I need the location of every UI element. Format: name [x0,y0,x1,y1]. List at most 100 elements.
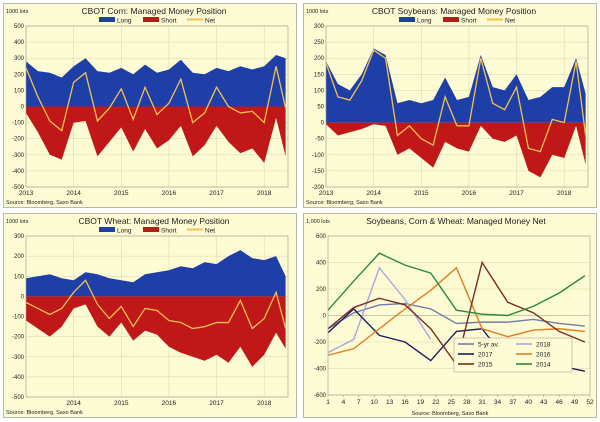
x-tick-label: 22 [432,399,440,406]
y-tick-label: -400 [314,367,327,373]
wheat-chart: CBOT Wheat: Managed Money Position 1000 l… [6,216,289,416]
y-tick-label: 0 [323,314,327,320]
series-line-2014 [327,252,586,317]
y-tick-label: 150 [314,72,325,78]
plot-frame [325,25,589,188]
short-area [26,296,286,367]
y-tick-label: 200 [14,254,25,260]
x-tick-label: 25 [448,399,456,406]
y-tick-label: -200 [12,137,25,143]
legend-label-net: Net [205,18,215,25]
corn-chart: CBOT Corn: Managed Money Position 1000 lo… [6,6,289,206]
x-tick-label: 2015 [114,400,129,407]
y-tick-label: -200 [12,335,25,341]
x-tick-label: 2017 [509,190,524,197]
y-tick-label: 0 [21,105,25,111]
series-line-2016 [327,266,585,356]
y-tick-label: 500 [14,24,25,30]
y-tick-label: 100 [14,274,25,280]
y-tick-label: 300 [14,56,25,62]
soybeans-chart-panel: CBOT Soybeans: Managed Money Position 100… [303,3,597,208]
x-tick-label: 52 [586,399,594,406]
y-tick-label: -50 [315,137,324,143]
legend-label-net: Net [205,228,215,235]
x-tick-label: 2013 [19,190,34,197]
x-tick-label: 7 [357,399,361,406]
long-area [26,250,286,297]
legend-swatch-short [443,17,459,22]
y-tick-label: -150 [312,169,325,175]
x-tick-label: 46 [556,399,564,406]
x-tick-label: 2018 [257,190,272,197]
legend-label: 2018 [536,342,551,349]
legend-label-long: Long [417,18,432,25]
chart-title: CBOT Wheat: Managed Money Position [78,216,229,226]
legend-swatch-short [143,17,159,22]
x-tick-label: 19 [417,399,425,406]
unit-label: 1000 lots [6,9,29,15]
net-line [25,279,287,330]
x-tick-label: 1 [326,399,330,406]
plot-frame [25,25,289,188]
y-tick-label: -300 [12,153,25,159]
series-line-2018 [327,266,432,354]
x-tick-label: 2016 [162,190,177,197]
net-line [325,49,587,153]
series-line-5yrav [327,302,585,330]
legend-label: 2017 [478,352,493,359]
x-tick-label: 2016 [462,190,477,197]
source-note: Source: Bloomberg, Saxo Bank [6,410,83,416]
y-tick-label: -500 [12,185,25,191]
legend-label: 2016 [536,352,551,359]
y-tick-label: 600 [316,234,327,240]
legend-label-short: Short [161,18,177,25]
x-tick-label: 16 [401,399,409,406]
x-tick-label: 13 [386,399,394,406]
y-tick-label: 400 [316,261,327,267]
x-tick-label: 31 [479,399,487,406]
soybeans-chart: CBOT Soybeans: Managed Money Position 100… [306,6,589,206]
source-note: Source: Bloomberg, Saxo Bank [306,200,383,206]
y-tick-label: 400 [14,40,25,46]
plot-frame [25,235,289,398]
x-tick-label: 4 [342,399,346,406]
unit-label: 1,000 lots [306,219,330,225]
unit-label: 1000 lots [6,219,29,225]
x-tick-label: 28 [463,399,471,406]
x-tick-label: 2018 [257,400,272,407]
legend-swatch-long [399,17,415,22]
y-tick-label: -100 [312,153,325,159]
x-tick-label: 34 [494,399,502,406]
x-tick-label: 2017 [209,190,224,197]
x-tick-label: 49 [571,399,579,406]
legend-label-short: Short [461,18,477,25]
unit-label: 1000 lots [306,9,329,15]
legend-label-short: Short [161,228,177,235]
legend-label: 2014 [536,362,551,369]
x-tick-label: 2014 [366,190,381,197]
net-line [25,66,287,132]
legend-swatch-long [99,17,115,22]
source-note: Source: Bloomberg, Saxo Bank [412,411,489,417]
legend-label-net: Net [505,18,515,25]
chart-title: Soybeans, Corn & Wheat: Managed Money Ne… [366,216,546,226]
y-tick-label: -200 [314,340,327,346]
legend-box [453,337,573,373]
y-tick-label: 300 [14,234,25,240]
x-tick-label: 2016 [162,400,177,407]
wheat-chart-panel: CBOT Wheat: Managed Money Position 1000 l… [3,213,297,418]
legend-label-long: Long [117,18,132,25]
y-tick-label: -400 [12,169,25,175]
plot-frame [327,235,591,396]
x-tick-label: 2013 [319,190,334,197]
x-tick-label: 2015 [414,190,429,197]
legend-label: 5-yr av. [478,342,499,349]
legend-swatch-long [99,227,115,232]
x-tick-label: 37 [509,399,517,406]
y-tick-label: 100 [14,88,25,94]
x-tick-label: 43 [540,399,548,406]
long-area [26,54,286,107]
x-tick-label: 10 [371,399,379,406]
y-tick-label: 50 [317,105,324,111]
corn-chart-panel: CBOT Corn: Managed Money Position 1000 lo… [3,3,297,208]
